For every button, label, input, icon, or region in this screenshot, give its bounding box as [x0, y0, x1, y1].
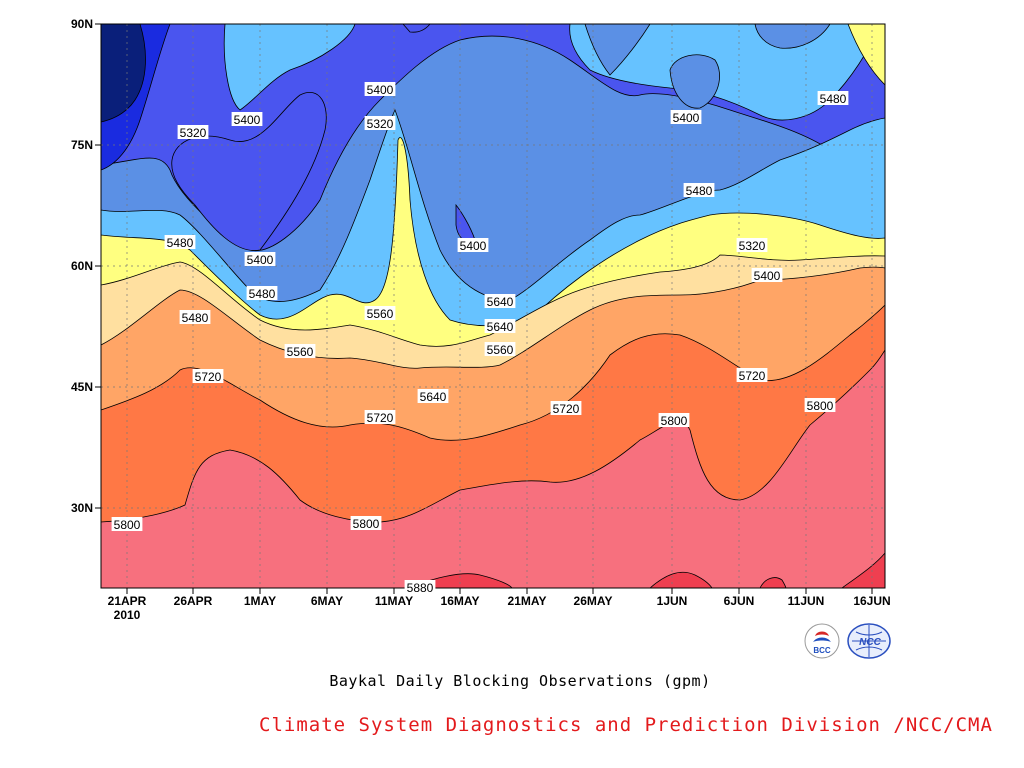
- svg-text:5560: 5560: [287, 345, 314, 359]
- bcc-logo: BCC: [804, 623, 840, 659]
- svg-text:5560: 5560: [487, 343, 514, 357]
- contour-label: 5640: [484, 319, 516, 334]
- svg-text:5720: 5720: [195, 370, 222, 384]
- svg-text:5400: 5400: [673, 111, 700, 125]
- x-tick-label: 16MAY: [441, 594, 480, 608]
- contour-label: 5320: [736, 238, 768, 253]
- y-tick-label: 75N: [71, 138, 93, 152]
- contour-label: 5320: [177, 125, 209, 140]
- svg-text:5320: 5320: [367, 117, 394, 131]
- y-tick-label: 30N: [71, 501, 93, 515]
- band-5880-plus: [101, 349, 885, 588]
- x-year-label: 2010: [114, 608, 141, 622]
- svg-text:5640: 5640: [487, 320, 514, 334]
- contour-label: 5800: [804, 398, 836, 413]
- contour-label: 5800: [111, 517, 143, 532]
- contour-label: 5400: [244, 252, 276, 267]
- contour-label: 5720: [192, 369, 224, 384]
- x-tick-label: 21MAY: [508, 594, 547, 608]
- band-island-3: [584, 24, 651, 76]
- svg-text:5400: 5400: [754, 269, 781, 283]
- svg-text:5320: 5320: [739, 239, 766, 253]
- svg-text:5400: 5400: [247, 253, 274, 267]
- contour-label: 5480: [246, 286, 278, 301]
- contour-label: 5480: [683, 183, 715, 198]
- contour-label: 5400: [364, 82, 396, 97]
- svg-text:5640: 5640: [487, 295, 514, 309]
- svg-text:5480: 5480: [820, 92, 847, 106]
- svg-text:5480: 5480: [249, 287, 276, 301]
- contour-label: 5320: [364, 116, 396, 131]
- x-tick-label: 1JUN: [657, 594, 688, 608]
- y-tick-label: 45N: [71, 380, 93, 394]
- band-island-5: [754, 24, 831, 49]
- contour-label: 5480: [179, 310, 211, 325]
- band-island-4: [669, 54, 720, 109]
- band-low-3: [171, 92, 327, 251]
- svg-text:5720: 5720: [367, 411, 394, 425]
- svg-text:5720: 5720: [739, 369, 766, 383]
- x-tick-label: 6JUN: [724, 594, 755, 608]
- contour-label: 5640: [417, 389, 449, 404]
- contour-label: 5560: [364, 306, 396, 321]
- band-island-1: [223, 24, 356, 111]
- svg-text:5800: 5800: [353, 517, 380, 531]
- contour-label: 5400: [457, 238, 489, 253]
- plot-frame: [100, 23, 886, 589]
- x-tick-label: 16JUN: [853, 594, 890, 608]
- contour-label: 5560: [484, 342, 516, 357]
- svg-text:5400: 5400: [460, 239, 487, 253]
- svg-text:5480: 5480: [182, 311, 209, 325]
- chart-caption: Baykal Daily Blocking Observations (gpm): [329, 672, 711, 690]
- band-max-2: [649, 571, 713, 588]
- contour-label: 5400: [751, 268, 783, 283]
- svg-text:5320: 5320: [180, 126, 207, 140]
- x-tick-label: 26APR: [174, 594, 213, 608]
- contour-label: 5480: [164, 235, 196, 250]
- x-tick-label: 11JUN: [788, 594, 825, 608]
- contour-label: 5480: [817, 91, 849, 106]
- svg-text:5480: 5480: [167, 236, 194, 250]
- svg-text:5720: 5720: [553, 402, 580, 416]
- svg-text:5800: 5800: [807, 399, 834, 413]
- contour-label: 5800: [658, 413, 690, 428]
- contour-label: 5800: [350, 516, 382, 531]
- contour-label: 5720: [550, 401, 582, 416]
- band-low-2: [101, 24, 146, 123]
- contour-label: 5400: [231, 112, 263, 127]
- ncc-logo: NCC: [847, 623, 891, 659]
- y-tick-label: 90N: [71, 17, 93, 31]
- x-tick-label: 11MAY: [375, 594, 413, 608]
- contour-label: 5560: [284, 344, 316, 359]
- x-tick-label: 6MAY: [311, 594, 343, 608]
- svg-text:5400: 5400: [367, 83, 394, 97]
- contour-label: 5400: [670, 110, 702, 125]
- contour-label: 5640: [484, 294, 516, 309]
- svg-text:NCC: NCC: [859, 637, 881, 648]
- credit-line: Climate System Diagnostics and Predictio…: [259, 714, 993, 736]
- svg-text:5640: 5640: [420, 390, 447, 404]
- svg-text:5880: 5880: [407, 581, 434, 595]
- x-tick-label: 1MAY: [244, 594, 276, 608]
- svg-text:5800: 5800: [114, 518, 141, 532]
- svg-text:BCC: BCC: [813, 646, 831, 655]
- svg-text:5480: 5480: [686, 184, 713, 198]
- svg-text:5400: 5400: [234, 113, 261, 127]
- contour-label: 5720: [364, 410, 396, 425]
- svg-text:5800: 5800: [661, 414, 688, 428]
- x-tick-label: 21APR: [108, 594, 147, 608]
- contour-label: 5880: [404, 580, 436, 595]
- band-island-2: [569, 24, 881, 121]
- contour-label: 5720: [736, 368, 768, 383]
- svg-text:5560: 5560: [367, 307, 394, 321]
- y-tick-label: 60N: [71, 259, 93, 273]
- x-tick-label: 26MAY: [574, 594, 613, 608]
